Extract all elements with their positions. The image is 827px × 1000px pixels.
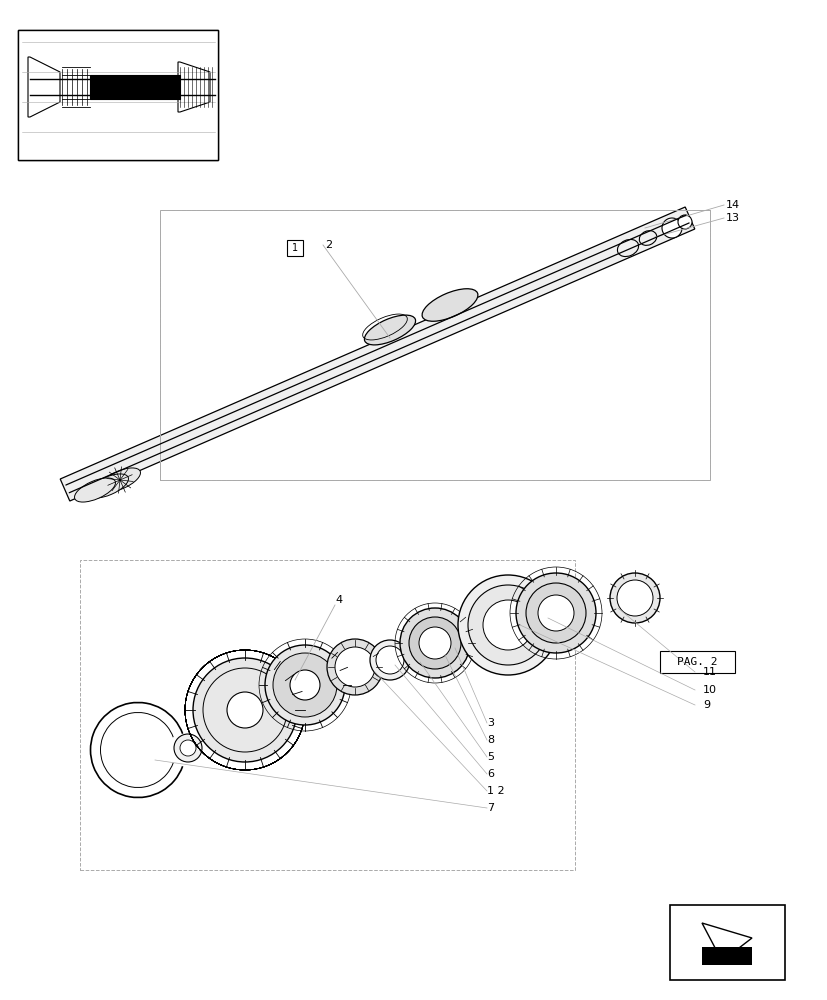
Bar — [160, 210, 709, 480]
Circle shape — [370, 640, 409, 680]
Polygon shape — [701, 923, 751, 961]
Text: 8: 8 — [486, 735, 494, 745]
Circle shape — [335, 647, 375, 687]
Circle shape — [327, 639, 383, 695]
Ellipse shape — [74, 478, 115, 502]
Text: 4: 4 — [335, 595, 342, 605]
Bar — [18, 30, 218, 160]
Circle shape — [227, 692, 263, 728]
Circle shape — [538, 595, 573, 631]
Text: 11: 11 — [702, 667, 716, 677]
Text: PAG. 2: PAG. 2 — [676, 657, 716, 667]
Circle shape — [482, 600, 533, 650]
Circle shape — [662, 218, 681, 238]
Bar — [160, 210, 709, 480]
Text: 5: 5 — [486, 752, 494, 762]
Circle shape — [525, 583, 586, 643]
Circle shape — [273, 653, 337, 717]
Ellipse shape — [364, 315, 415, 345]
Ellipse shape — [617, 239, 638, 257]
Ellipse shape — [638, 231, 656, 245]
Circle shape — [677, 215, 691, 229]
Text: 1 2: 1 2 — [486, 786, 504, 796]
Circle shape — [616, 580, 653, 616]
Ellipse shape — [99, 468, 141, 492]
Text: 3: 3 — [486, 718, 494, 728]
Bar — [701, 947, 751, 965]
Text: 6: 6 — [486, 769, 494, 779]
Circle shape — [375, 646, 404, 674]
Circle shape — [467, 585, 547, 665]
Bar — [659, 651, 734, 673]
Bar — [287, 240, 303, 256]
Bar — [669, 905, 784, 980]
Circle shape — [193, 658, 297, 762]
Circle shape — [203, 668, 287, 752]
Ellipse shape — [88, 474, 128, 498]
Circle shape — [609, 573, 659, 623]
Circle shape — [265, 645, 345, 725]
Circle shape — [409, 617, 461, 669]
Circle shape — [418, 627, 451, 659]
Text: 14: 14 — [725, 200, 739, 210]
Text: 10: 10 — [702, 685, 716, 695]
Circle shape — [174, 734, 202, 762]
Bar — [90, 75, 179, 99]
Text: 7: 7 — [486, 803, 494, 813]
Circle shape — [457, 575, 557, 675]
Circle shape — [289, 670, 319, 700]
Text: 13: 13 — [725, 213, 739, 223]
Bar — [80, 560, 574, 870]
Bar — [18, 30, 218, 160]
Ellipse shape — [422, 289, 477, 321]
Text: 9: 9 — [702, 700, 710, 710]
Circle shape — [179, 740, 196, 756]
Circle shape — [399, 608, 470, 678]
Circle shape — [515, 573, 595, 653]
Polygon shape — [60, 207, 694, 501]
Text: 1: 1 — [292, 243, 298, 253]
Text: 2: 2 — [325, 240, 332, 250]
